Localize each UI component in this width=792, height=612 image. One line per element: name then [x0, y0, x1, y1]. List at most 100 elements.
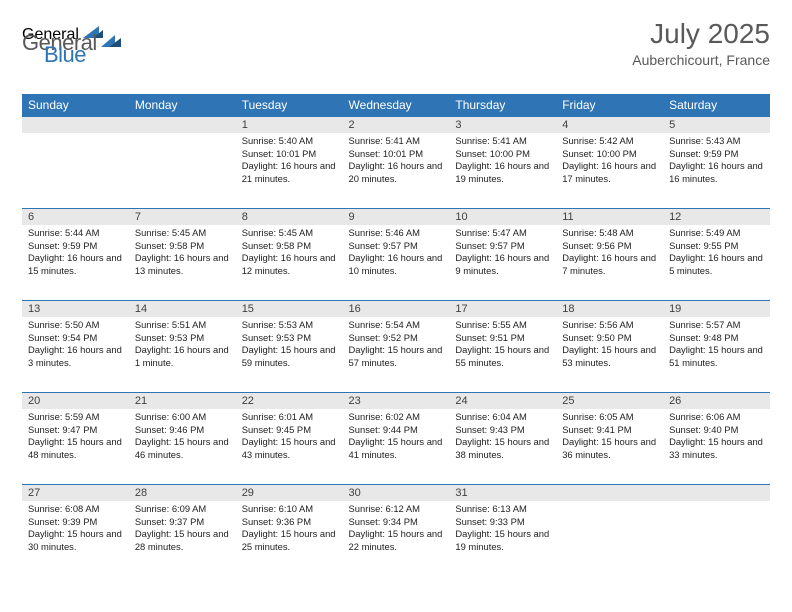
calendar-week-row: 13Sunrise: 5:50 AMSunset: 9:54 PMDayligh…	[22, 300, 770, 392]
calendar-week-row: 20Sunrise: 5:59 AMSunset: 9:47 PMDayligh…	[22, 392, 770, 484]
day-details: Sunrise: 5:56 AMSunset: 9:50 PMDaylight:…	[556, 317, 663, 372]
day-details: Sunrise: 5:57 AMSunset: 9:48 PMDaylight:…	[663, 317, 770, 372]
day-number: 8	[236, 209, 343, 225]
weekday-header: Saturday	[663, 94, 770, 116]
day-number: 28	[129, 485, 236, 501]
page-subtitle: Auberchicourt, France	[632, 52, 770, 68]
day-details: Sunrise: 5:51 AMSunset: 9:53 PMDaylight:…	[129, 317, 236, 372]
day-details: Sunrise: 5:54 AMSunset: 9:52 PMDaylight:…	[343, 317, 450, 372]
day-number: 15	[236, 301, 343, 317]
calendar-cell: 16Sunrise: 5:54 AMSunset: 9:52 PMDayligh…	[343, 300, 450, 392]
day-number: 1	[236, 117, 343, 133]
day-number	[22, 117, 129, 133]
calendar-cell: 27Sunrise: 6:08 AMSunset: 9:39 PMDayligh…	[22, 484, 129, 576]
day-number	[129, 117, 236, 133]
calendar-cell: 2Sunrise: 5:41 AMSunset: 10:01 PMDayligh…	[343, 116, 450, 208]
calendar-cell: 4Sunrise: 5:42 AMSunset: 10:00 PMDayligh…	[556, 116, 663, 208]
day-number: 23	[343, 393, 450, 409]
day-number: 24	[449, 393, 556, 409]
calendar-week-row: 1Sunrise: 5:40 AMSunset: 10:01 PMDayligh…	[22, 116, 770, 208]
day-number: 11	[556, 209, 663, 225]
day-details: Sunrise: 6:02 AMSunset: 9:44 PMDaylight:…	[343, 409, 450, 464]
day-number	[556, 485, 663, 501]
calendar-cell: 23Sunrise: 6:02 AMSunset: 9:44 PMDayligh…	[343, 392, 450, 484]
calendar-cell: 17Sunrise: 5:55 AMSunset: 9:51 PMDayligh…	[449, 300, 556, 392]
calendar-cell: 21Sunrise: 6:00 AMSunset: 9:46 PMDayligh…	[129, 392, 236, 484]
day-number: 26	[663, 393, 770, 409]
title-block: July 2025 Auberchicourt, France	[632, 18, 770, 68]
logo-triangle-icon	[101, 34, 123, 53]
day-number: 31	[449, 485, 556, 501]
day-number: 25	[556, 393, 663, 409]
day-details: Sunrise: 5:45 AMSunset: 9:58 PMDaylight:…	[236, 225, 343, 280]
day-details: Sunrise: 5:48 AMSunset: 9:56 PMDaylight:…	[556, 225, 663, 280]
day-number: 3	[449, 117, 556, 133]
day-details	[663, 501, 770, 561]
day-details	[556, 501, 663, 561]
day-details: Sunrise: 5:46 AMSunset: 9:57 PMDaylight:…	[343, 225, 450, 280]
day-details	[129, 133, 236, 193]
calendar-cell: 30Sunrise: 6:12 AMSunset: 9:34 PMDayligh…	[343, 484, 450, 576]
weekday-header: Tuesday	[236, 94, 343, 116]
calendar-cell: 8Sunrise: 5:45 AMSunset: 9:58 PMDaylight…	[236, 208, 343, 300]
calendar-cell: 13Sunrise: 5:50 AMSunset: 9:54 PMDayligh…	[22, 300, 129, 392]
day-number: 6	[22, 209, 129, 225]
day-number: 22	[236, 393, 343, 409]
calendar-cell: 3Sunrise: 5:41 AMSunset: 10:00 PMDayligh…	[449, 116, 556, 208]
day-details: Sunrise: 6:09 AMSunset: 9:37 PMDaylight:…	[129, 501, 236, 556]
day-details: Sunrise: 6:10 AMSunset: 9:36 PMDaylight:…	[236, 501, 343, 556]
day-details: Sunrise: 6:00 AMSunset: 9:46 PMDaylight:…	[129, 409, 236, 464]
calendar-week-row: 6Sunrise: 5:44 AMSunset: 9:59 PMDaylight…	[22, 208, 770, 300]
calendar-cell: 6Sunrise: 5:44 AMSunset: 9:59 PMDaylight…	[22, 208, 129, 300]
calendar-cell: 10Sunrise: 5:47 AMSunset: 9:57 PMDayligh…	[449, 208, 556, 300]
calendar-cell	[663, 484, 770, 576]
calendar-cell: 28Sunrise: 6:09 AMSunset: 9:37 PMDayligh…	[129, 484, 236, 576]
day-details: Sunrise: 5:42 AMSunset: 10:00 PMDaylight…	[556, 133, 663, 188]
day-number: 20	[22, 393, 129, 409]
day-details: Sunrise: 6:13 AMSunset: 9:33 PMDaylight:…	[449, 501, 556, 556]
day-number	[663, 485, 770, 501]
calendar-cell	[129, 116, 236, 208]
page-title: July 2025	[632, 18, 770, 50]
day-details: Sunrise: 5:41 AMSunset: 10:00 PMDaylight…	[449, 133, 556, 188]
day-details: Sunrise: 6:01 AMSunset: 9:45 PMDaylight:…	[236, 409, 343, 464]
day-details: Sunrise: 5:47 AMSunset: 9:57 PMDaylight:…	[449, 225, 556, 280]
day-number: 30	[343, 485, 450, 501]
calendar-cell: 9Sunrise: 5:46 AMSunset: 9:57 PMDaylight…	[343, 208, 450, 300]
day-number: 10	[449, 209, 556, 225]
calendar-cell	[556, 484, 663, 576]
calendar-cell: 18Sunrise: 5:56 AMSunset: 9:50 PMDayligh…	[556, 300, 663, 392]
day-details: Sunrise: 5:44 AMSunset: 9:59 PMDaylight:…	[22, 225, 129, 280]
calendar-cell: 11Sunrise: 5:48 AMSunset: 9:56 PMDayligh…	[556, 208, 663, 300]
calendar-week-row: 27Sunrise: 6:08 AMSunset: 9:39 PMDayligh…	[22, 484, 770, 576]
day-details: Sunrise: 6:12 AMSunset: 9:34 PMDaylight:…	[343, 501, 450, 556]
day-details: Sunrise: 5:53 AMSunset: 9:53 PMDaylight:…	[236, 317, 343, 372]
day-details	[22, 133, 129, 193]
day-details: Sunrise: 6:04 AMSunset: 9:43 PMDaylight:…	[449, 409, 556, 464]
day-number: 14	[129, 301, 236, 317]
day-number: 5	[663, 117, 770, 133]
day-number: 19	[663, 301, 770, 317]
calendar-cell: 20Sunrise: 5:59 AMSunset: 9:47 PMDayligh…	[22, 392, 129, 484]
calendar-cell: 5Sunrise: 5:43 AMSunset: 9:59 PMDaylight…	[663, 116, 770, 208]
day-details: Sunrise: 5:49 AMSunset: 9:55 PMDaylight:…	[663, 225, 770, 280]
day-number: 2	[343, 117, 450, 133]
logo-word-2: Blue	[44, 42, 86, 68]
weekday-header: Wednesday	[343, 94, 450, 116]
day-number: 9	[343, 209, 450, 225]
day-number: 17	[449, 301, 556, 317]
day-number: 12	[663, 209, 770, 225]
day-number: 16	[343, 301, 450, 317]
day-details: Sunrise: 5:59 AMSunset: 9:47 PMDaylight:…	[22, 409, 129, 464]
day-details: Sunrise: 5:40 AMSunset: 10:01 PMDaylight…	[236, 133, 343, 188]
calendar-table: Sunday Monday Tuesday Wednesday Thursday…	[22, 94, 770, 576]
day-details: Sunrise: 6:08 AMSunset: 9:39 PMDaylight:…	[22, 501, 129, 556]
calendar-cell: 26Sunrise: 6:06 AMSunset: 9:40 PMDayligh…	[663, 392, 770, 484]
calendar-cell: 25Sunrise: 6:05 AMSunset: 9:41 PMDayligh…	[556, 392, 663, 484]
day-details: Sunrise: 5:50 AMSunset: 9:54 PMDaylight:…	[22, 317, 129, 372]
day-details: Sunrise: 5:43 AMSunset: 9:59 PMDaylight:…	[663, 133, 770, 188]
day-number: 27	[22, 485, 129, 501]
calendar-cell: 15Sunrise: 5:53 AMSunset: 9:53 PMDayligh…	[236, 300, 343, 392]
day-number: 13	[22, 301, 129, 317]
day-details: Sunrise: 5:41 AMSunset: 10:01 PMDaylight…	[343, 133, 450, 188]
